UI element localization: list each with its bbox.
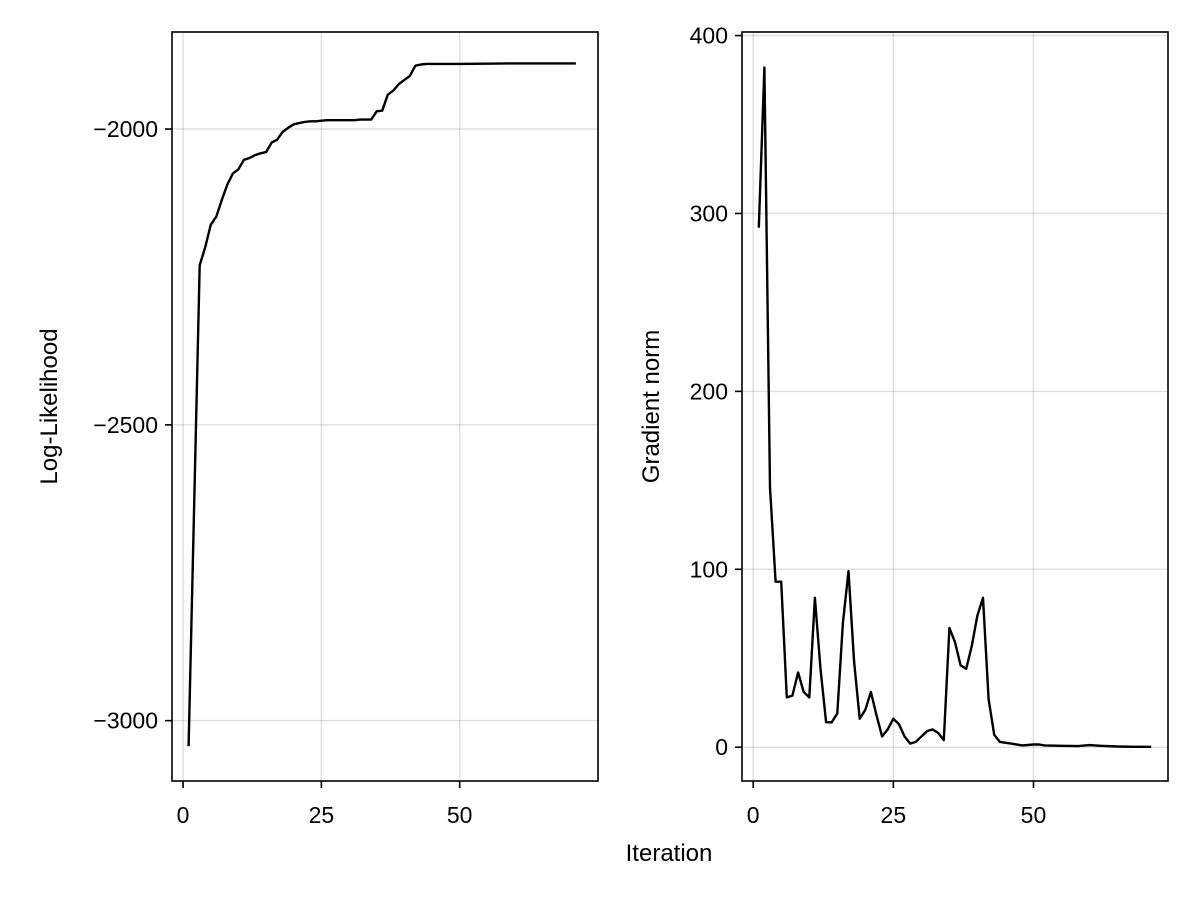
log-likelihood-y-tick-label: −3000 [93, 708, 158, 734]
gradient-norm-gridlines [742, 32, 1168, 781]
log-likelihood-gridlines [172, 32, 598, 781]
log-likelihood-ticks: 0 25 50 −3000 −2500 −2000 [93, 116, 472, 828]
gradient-norm-panel: 0 25 50 0 100 200 300 400 Gradient norm [638, 23, 1169, 828]
gradient-norm-y-tick-label: 100 [690, 556, 728, 582]
gradient-norm-x-tick-label: 0 [747, 802, 760, 828]
gradient-norm-ticks: 0 25 50 0 100 200 300 400 [690, 23, 1047, 828]
gradient-norm-y-tick-label: 0 [715, 734, 728, 760]
log-likelihood-plot-frame [171, 31, 599, 782]
gradient-norm-x-tick-label: 25 [881, 802, 907, 828]
log-likelihood-y-axis-label: Log-Likelihood [36, 328, 63, 484]
gradient-norm-y-tick-label: 400 [690, 23, 728, 49]
log-likelihood-x-tick-label: 50 [447, 802, 473, 828]
log-likelihood-y-tick-label: −2000 [93, 116, 158, 142]
log-likelihood-panel: 0 25 50 −3000 −2500 −2000 Log-Likelihood [36, 31, 599, 828]
log-likelihood-x-tick-label: 0 [177, 802, 190, 828]
gradient-norm-y-tick-label: 200 [690, 378, 728, 404]
gradient-norm-y-tick-label: 300 [690, 200, 728, 226]
log-likelihood-x-tick-label: 25 [309, 802, 335, 828]
shared-x-axis-label: Iteration [626, 840, 713, 867]
gradient-norm-x-tick-label: 50 [1021, 802, 1047, 828]
log-likelihood-line [187, 62, 576, 747]
gradient-norm-line [757, 66, 1152, 748]
log-likelihood-y-tick-label: −2500 [93, 412, 158, 438]
gradient-norm-plot-frame [741, 31, 1169, 782]
gradient-norm-y-axis-label: Gradient norm [638, 330, 665, 483]
